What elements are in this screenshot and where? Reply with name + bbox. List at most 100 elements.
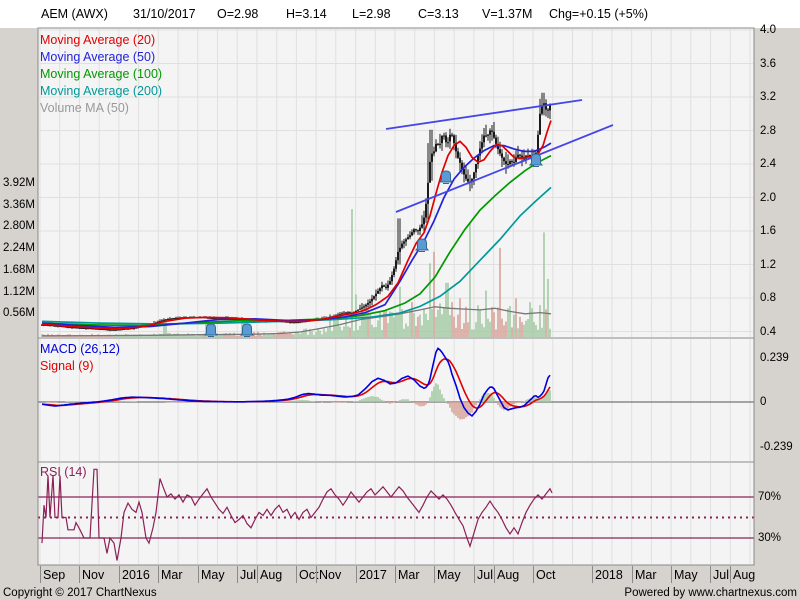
rsi-line <box>41 468 553 561</box>
high-label: H=3.14 <box>286 7 327 21</box>
alert-bell-icon[interactable] <box>240 323 254 337</box>
price-axis-tick: 0.8 <box>760 292 776 304</box>
x-axis-tick-label: Oct <box>536 568 556 582</box>
ma20-line <box>41 120 552 330</box>
rsi-plot <box>38 468 754 561</box>
panel-border-2 <box>37 461 755 566</box>
rsi-axis-tick: 70% <box>758 491 782 503</box>
x-axis-tick-mark <box>533 566 534 583</box>
price-axis-tick: 1.6 <box>760 225 776 237</box>
ma-legend-entry: Moving Average (100) <box>40 67 163 81</box>
x-axis-tick-label: Aug <box>260 568 283 582</box>
x-axis-tick-mark <box>592 566 593 583</box>
macd-axis-tick: 0 <box>760 396 767 408</box>
price-axis-tick: 4.0 <box>760 24 776 36</box>
x-axis-tick-mark <box>356 566 357 583</box>
alert-bell-icon[interactable] <box>204 323 218 337</box>
macd-legend-entry: Signal (9) <box>40 359 94 373</box>
alert-bell-icon[interactable] <box>415 238 429 252</box>
x-axis-tick-label: 2018 <box>595 568 623 582</box>
rsi-chart-surface[interactable] <box>38 462 754 565</box>
volume-label: V=1.37M <box>482 7 533 21</box>
x-axis-tick-label: Jul <box>713 568 729 582</box>
x-axis-tick-label: Nov <box>82 568 105 582</box>
macd-plot <box>38 347 754 420</box>
price-axis-tick: 2.4 <box>760 158 776 170</box>
volume-axis-tick: 2.80M <box>3 220 35 233</box>
ma-legend-entry: Volume MA (50) <box>40 101 129 115</box>
quote-header: AEM (AWX) 31/10/2017 O=2.98 H=3.14 L=2.9… <box>0 0 800 28</box>
volume-axis-tick: 0.56M <box>3 307 35 320</box>
ma50-line <box>41 142 552 329</box>
macd-histogram-down <box>45 402 521 420</box>
alert-bell-icon[interactable] <box>439 170 453 184</box>
rsi-panel-legend: RSI (14) <box>40 464 87 481</box>
x-axis-tick-mark <box>237 566 238 583</box>
open-label: O=2.98 <box>217 7 259 21</box>
price-volume-plot <box>41 92 614 337</box>
x-axis-tick-label: Aug <box>733 568 756 582</box>
low-label: L=2.98 <box>352 7 391 21</box>
powered-by-label: Powered by www.chartnexus.com <box>624 587 797 599</box>
macd-axis-tick: 0.239 <box>760 352 789 364</box>
x-axis-tick-label: Sep <box>43 568 66 582</box>
x-axis-tick-mark <box>395 566 396 583</box>
price-axis-tick: 1.2 <box>760 258 776 271</box>
macd-chart-surface[interactable] <box>38 338 754 462</box>
price-axis-tick: 3.6 <box>760 57 776 70</box>
x-axis-tick-label: Mar <box>398 568 420 582</box>
x-axis-tick-mark <box>40 566 41 583</box>
volume-axis-tick: 1.68M <box>3 263 35 276</box>
alert-bell-icon[interactable] <box>529 153 543 167</box>
x-axis-tick-mark <box>671 566 672 583</box>
x-axis-tick-label: 2016 <box>122 568 150 582</box>
x-axis-tick-label: Aug <box>497 568 520 582</box>
rsi-axis-tick: 30% <box>758 532 782 544</box>
x-axis-tick-mark <box>316 566 317 583</box>
x-axis-tick-label: Jul <box>240 568 256 582</box>
x-axis-tick-mark <box>158 566 159 583</box>
x-axis-tick-mark <box>730 566 731 583</box>
ma-legend-entry: Moving Average (20) <box>40 33 156 47</box>
x-axis-tick-label: Mar <box>635 568 657 582</box>
signal-line <box>41 358 551 409</box>
x-axis-tick-mark <box>632 566 633 583</box>
volume-axis-tick: 3.92M <box>3 177 35 189</box>
price-axis-tick: 2.0 <box>760 191 776 204</box>
x-axis-tick-label: May <box>674 568 698 582</box>
rsi-legend-entry: RSI (14) <box>40 465 87 479</box>
x-axis-tick-mark <box>257 566 258 583</box>
x-axis-tick-mark <box>474 566 475 583</box>
trendline-1[interactable] <box>385 99 583 130</box>
x-axis-tick-mark <box>198 566 199 583</box>
date-label: 31/10/2017 <box>133 7 196 21</box>
symbol-label: AEM (AWX) <box>41 7 108 21</box>
x-axis-tick-label: Nov <box>319 568 342 582</box>
macd-line <box>41 347 551 417</box>
x-axis-tick-label: Mar <box>161 568 183 582</box>
volume-axis-tick: 2.24M <box>3 242 35 255</box>
macd-legend-entry: MACD (26,12) <box>40 342 120 356</box>
volume-axis-tick: 1.12M <box>3 285 35 298</box>
change-label: Chg=+0.15 (+5%) <box>549 7 649 21</box>
price-axis-tick: 3.2 <box>760 91 776 103</box>
trendline-2[interactable] <box>395 124 614 213</box>
volume-axis-tick: 3.36M <box>3 198 35 211</box>
x-axis-tick-mark <box>494 566 495 583</box>
ma-legend-entry: Moving Average (50) <box>40 50 156 64</box>
copyright-label: Copyright © 2017 ChartNexus <box>3 587 157 599</box>
price-panel-legend: Moving Average (20) Moving Average (50) Mo… <box>40 32 162 117</box>
x-axis-tick-label: May <box>437 568 461 582</box>
price-axis-tick: 0.4 <box>760 325 776 338</box>
macd-panel-legend: MACD (26,12) Signal (9) <box>40 341 120 375</box>
x-axis-tick-mark <box>79 566 80 583</box>
ma100-line <box>41 154 552 327</box>
x-axis-timeline[interactable]: Sep Nov 2016 Mar May Jul Aug Oct Nov 2017 Mar May Ju… <box>0 565 800 588</box>
x-axis-tick-mark <box>119 566 120 583</box>
x-axis-tick-mark <box>710 566 711 583</box>
ma-legend-entry: Moving Average (200) <box>40 84 163 98</box>
x-axis-tick-label: May <box>201 568 225 582</box>
